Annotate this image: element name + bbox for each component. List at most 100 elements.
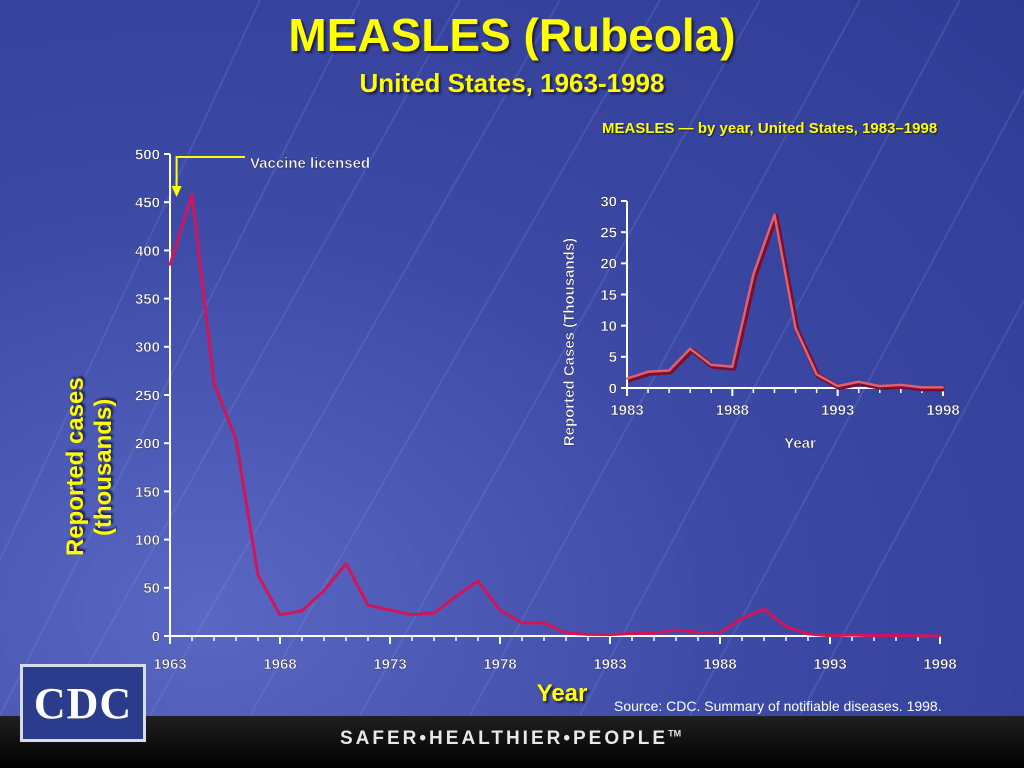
main-x-axis-label: Year (536, 680, 588, 707)
inset-x-tick-label: 1998 (926, 402, 959, 419)
main-x-tick-label: 1973 (373, 656, 406, 673)
inset-series-line (626, 213, 943, 389)
main-data-point (235, 438, 237, 441)
main-y-tick-label: 200 (135, 436, 160, 453)
inset-x-tick-label: 1988 (716, 402, 749, 419)
main-y-tick-label: 500 (135, 146, 160, 163)
main-data-point (301, 609, 303, 612)
main-data-point (433, 611, 435, 614)
main-data-point (895, 634, 897, 637)
source-note: Source: CDC. Summary of notifiable disea… (614, 698, 942, 714)
main-data-point (521, 621, 523, 624)
main-data-point (367, 604, 369, 607)
inset-data-point (942, 386, 944, 389)
main-data-point (587, 633, 589, 636)
main-data-point (719, 631, 721, 634)
main-y-tick-label: 0 (152, 628, 160, 645)
main-x-tick-label: 1998 (923, 656, 956, 673)
main-data-point (411, 613, 413, 616)
main-x-tick-label: 1988 (703, 656, 736, 673)
main-data-point (653, 632, 655, 635)
main-data-point (785, 625, 787, 628)
main-x-tick-label: 1963 (153, 656, 186, 673)
footer-tagline: SAFER•HEALTHIER•PEOPLETM (340, 728, 681, 750)
main-data-point (499, 609, 501, 611)
background-rays (0, 0, 1024, 715)
trademark-mark: TM (668, 728, 682, 739)
inset-chart: 0 5 10 15 20 25 30 1983 1988 1993 1998 Year Reported… (561, 193, 960, 452)
main-data-point (389, 609, 391, 611)
footer-tagline-text: SAFER•HEALTHIER•PEOPLE (340, 728, 669, 749)
main-data-point (191, 193, 193, 196)
cdc-logo-text: CDC (33, 678, 133, 728)
inset-data-point (794, 327, 797, 330)
main-data-point (829, 634, 831, 637)
main-data-point (169, 263, 171, 266)
main-data-point (543, 622, 545, 624)
main-data-point (213, 382, 215, 385)
main-data-point (345, 562, 347, 565)
main-data-point (939, 634, 941, 637)
footer-bar (0, 716, 1024, 768)
cdc-logo: CDC (20, 664, 146, 742)
slide-title: MEASLES (Rubeola) (288, 9, 736, 61)
inset-y-tick-label: 20 (600, 256, 617, 273)
inset-y-axis-label: Reported Cases (Thousands) (561, 238, 578, 446)
main-data-point (675, 628, 677, 631)
main-x-tick-label: 1983 (593, 656, 626, 673)
main-data-point (565, 632, 567, 634)
main-data-point (763, 608, 765, 611)
main-data-point (609, 633, 611, 636)
main-x-tick-label: 1968 (263, 656, 296, 673)
vaccine-annotation-arrowhead (171, 186, 182, 197)
main-y-tick-label: 100 (135, 532, 160, 549)
main-data-point (631, 632, 633, 635)
main-data-point (323, 589, 325, 592)
main-data-point (917, 634, 919, 637)
main-data-point (257, 574, 259, 577)
main-data-point (807, 632, 809, 635)
inset-data-point (836, 385, 839, 388)
inset-x-tick-label: 1993 (821, 402, 854, 419)
inset-data-point (878, 385, 881, 388)
slide-subtitle: United States, 1963-1998 (359, 68, 665, 98)
main-x-tick-label: 1993 (813, 656, 846, 673)
inset-data-point (710, 363, 713, 366)
main-y-tick-label: 350 (135, 291, 160, 308)
main-y-tick-label: 50 (143, 580, 160, 597)
inset-data-point (773, 213, 776, 216)
inset-y-tick-label: 30 (600, 193, 617, 210)
inset-data-point (668, 369, 671, 372)
inset-data-point (731, 365, 734, 368)
main-y-tick-label: 150 (135, 484, 160, 501)
inset-data-point (689, 347, 692, 350)
inset-chart-title: MEASLES — by year, United States, 1983–1… (602, 120, 938, 137)
main-y-tick-label: 400 (135, 243, 160, 260)
inset-y-tick-label: 5 (609, 349, 617, 366)
inset-y-tick-label: 25 (600, 225, 617, 242)
inset-x-axis-label: Year (784, 435, 816, 452)
inset-data-point (752, 273, 755, 276)
inset-x-tick-label: 1983 (610, 402, 643, 419)
inset-data-point (626, 377, 628, 380)
vaccine-annotation-label: Vaccine licensed (250, 155, 370, 172)
main-y-tick-label: 300 (135, 339, 160, 356)
inset-y-tick-label: 10 (600, 318, 617, 335)
main-y-tick-label: 450 (135, 195, 160, 212)
main-data-point (477, 580, 479, 583)
vaccine-annotation-leader (175, 156, 245, 192)
main-x-tick-label: 1978 (483, 656, 516, 673)
main-data-point (697, 631, 699, 634)
inset-data-point (815, 373, 818, 376)
inset-data-point (899, 383, 902, 386)
inset-data-point (857, 380, 860, 383)
inset-y-tick-label: 0 (609, 380, 617, 397)
inset-y-tick-label: 15 (600, 287, 617, 304)
main-y-tick-label: 250 (135, 387, 160, 404)
main-series-line (168, 193, 940, 638)
inset-data-point (647, 370, 650, 373)
inset-data-point (920, 386, 923, 389)
main-data-point (741, 617, 743, 620)
main-data-point (851, 634, 853, 636)
